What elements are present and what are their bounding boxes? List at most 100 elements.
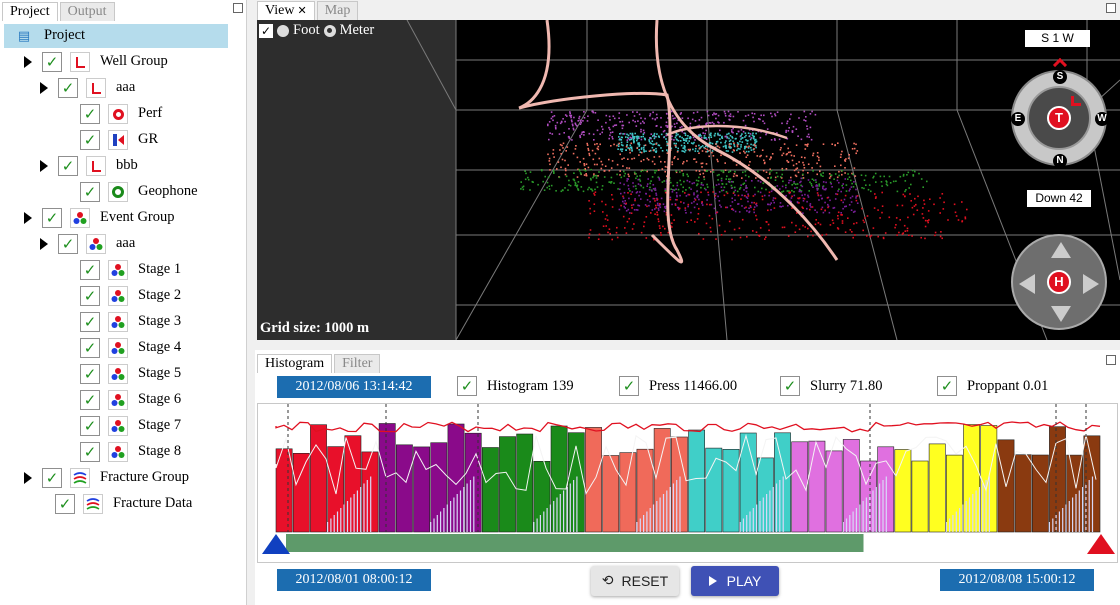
event-icon (70, 208, 90, 228)
tab-view[interactable]: View ✕ (257, 1, 315, 20)
tree-item-event-group[interactable]: ✓ Event Group (0, 206, 228, 230)
tab-close-icon[interactable]: ✕ (297, 4, 307, 17)
meter-radio[interactable] (323, 24, 336, 37)
histogram-mark (808, 440, 826, 533)
tree-item-stage-3[interactable]: ✓ Stage 3 (0, 310, 228, 334)
press-checkbox[interactable]: ✓ (619, 376, 639, 396)
toggle-slurry[interactable]: ✓ Slurry 71.80 (780, 376, 883, 396)
tree-checkbox[interactable]: ✓ (42, 208, 62, 228)
pan-up-arrow-icon[interactable] (1051, 242, 1071, 258)
tree-checkbox[interactable]: ✓ (80, 338, 100, 358)
tree-checkbox[interactable]: ✓ (80, 416, 100, 436)
event-icon (108, 260, 128, 280)
tree-item-stage-4[interactable]: ✓ Stage 4 (0, 336, 228, 360)
expand-arrow-icon[interactable] (40, 238, 48, 250)
tree-item-project[interactable]: ▤ Project (4, 24, 228, 48)
left-panel-maximize-button[interactable] (233, 3, 243, 13)
left-panel: Project Output ▤ Project ✓ Well Group ✓ aaa ✓ P… (0, 0, 247, 605)
slurry-checkbox[interactable]: ✓ (780, 376, 800, 396)
compass-pointer-icon (1071, 96, 1081, 106)
tree-item-fracture-data[interactable]: ✓ Fracture Data (0, 492, 228, 516)
histogram-mark (688, 429, 706, 533)
histogram-mark (275, 421, 1101, 433)
tree-checkbox[interactable]: ✓ (58, 78, 78, 98)
pan-down-arrow-icon[interactable] (1051, 306, 1071, 322)
event-icon (108, 286, 128, 306)
expand-arrow-icon[interactable] (24, 56, 32, 68)
tree-item-stage-7[interactable]: ✓ Stage 7 (0, 414, 228, 438)
histogram-mark (1014, 454, 1032, 533)
reset-button[interactable]: ⟲ RESET (591, 566, 679, 596)
compass-center-button[interactable]: T (1047, 106, 1071, 130)
tree-checkbox[interactable]: ✓ (55, 494, 75, 514)
viewport-shade (257, 20, 456, 340)
pan-left-arrow-icon[interactable] (1019, 274, 1035, 294)
tree-item-stage-1[interactable]: ✓ Stage 1 (0, 258, 228, 282)
tree-checkbox[interactable]: ✓ (58, 234, 78, 254)
play-button[interactable]: PLAY (691, 566, 779, 596)
foot-radio[interactable] (277, 24, 289, 37)
histogram-panel-maximize-button[interactable] (1106, 355, 1116, 365)
tab-map[interactable]: Map (316, 1, 359, 20)
tab-filter[interactable]: Filter (334, 354, 381, 373)
expand-arrow-icon[interactable] (24, 472, 32, 484)
tree-item-label: Project (44, 27, 86, 43)
tree-checkbox[interactable]: ✓ (42, 52, 62, 72)
tree-checkbox[interactable]: ✓ (80, 182, 100, 202)
tree-checkbox[interactable]: ✓ (80, 260, 100, 280)
tree-item-fracture-group[interactable]: ✓ Fracture Group (0, 466, 228, 490)
expand-arrow-icon[interactable] (40, 82, 48, 94)
toggle-proppant[interactable]: ✓ Proppant 0.01 (937, 376, 1048, 396)
3d-viewport[interactable]: ✓ Foot Meter Grid size: 1000 m S 1 W T S… (257, 20, 1120, 340)
unit-selector: ✓ Foot Meter (259, 22, 374, 39)
histogram-mark (894, 449, 912, 533)
view-panel-maximize-button[interactable] (1106, 3, 1116, 13)
slurry-toggle-label: Slurry 71.80 (810, 377, 883, 394)
pan-right-arrow-icon[interactable] (1083, 274, 1099, 294)
histogram-mark (396, 444, 413, 533)
tree-checkbox[interactable]: ✓ (80, 390, 100, 410)
tree-checkbox[interactable]: ✓ (80, 312, 100, 332)
tree-checkbox[interactable]: ✓ (80, 442, 100, 462)
tree-item-aaa[interactable]: ✓ aaa (0, 76, 228, 100)
expand-arrow-icon[interactable] (24, 212, 32, 224)
toggle-histogram[interactable]: ✓ Histogram 139 (457, 376, 574, 396)
tree-item-stage-8[interactable]: ✓ Stage 8 (0, 440, 228, 464)
tree-item-well-group[interactable]: ✓ Well Group (0, 50, 228, 74)
tree-item-stage-2[interactable]: ✓ Stage 2 (0, 284, 228, 308)
tree-item-stage-5[interactable]: ✓ Stage 5 (0, 362, 228, 386)
compass-widget[interactable]: T S W N E (1011, 57, 1109, 168)
tree-checkbox[interactable]: ✓ (80, 104, 100, 124)
tree-item-label: Stage 3 (138, 313, 182, 329)
tree-item-gr[interactable]: ✓ GR (0, 128, 228, 152)
tree-item-perf[interactable]: ✓ Perf (0, 102, 228, 126)
tree-item-stage-6[interactable]: ✓ Stage 6 (0, 388, 228, 412)
tree-item-label: Stage 2 (138, 287, 182, 303)
event-icon (108, 390, 128, 410)
event-icon (108, 442, 128, 462)
tree-item-bbb[interactable]: ✓ bbb (0, 154, 228, 178)
histogram-mark (275, 433, 1097, 495)
tree-checkbox[interactable]: ✓ (80, 130, 100, 150)
tree-item-geophone[interactable]: ✓ Geophone (0, 180, 228, 204)
tree-checkbox[interactable]: ✓ (80, 286, 100, 306)
tree-checkbox[interactable]: ✓ (80, 364, 100, 384)
proppant-checkbox[interactable]: ✓ (937, 376, 957, 396)
histogram-mark (262, 534, 290, 554)
units-checkbox[interactable]: ✓ (259, 23, 273, 38)
foot-label: Foot (293, 22, 320, 38)
tree-item-aaa[interactable]: ✓ aaa (0, 232, 228, 256)
tab-histogram[interactable]: Histogram (257, 354, 333, 373)
pan-home-button[interactable]: H (1047, 270, 1071, 294)
reset-icon: ⟲ (601, 573, 614, 589)
histogram-chart-area[interactable] (257, 403, 1118, 563)
toggle-press[interactable]: ✓ Press 11466.00 (619, 376, 737, 396)
tab-output[interactable]: Output (59, 2, 115, 21)
tree-checkbox[interactable]: ✓ (58, 156, 78, 176)
expand-arrow-icon[interactable] (40, 160, 48, 172)
tree-checkbox[interactable]: ✓ (42, 468, 62, 488)
tab-project[interactable]: Project (2, 2, 58, 21)
pan-control[interactable]: H (1011, 234, 1107, 330)
histogram-checkbox[interactable]: ✓ (457, 376, 477, 396)
tree-item-label: aaa (116, 79, 136, 95)
